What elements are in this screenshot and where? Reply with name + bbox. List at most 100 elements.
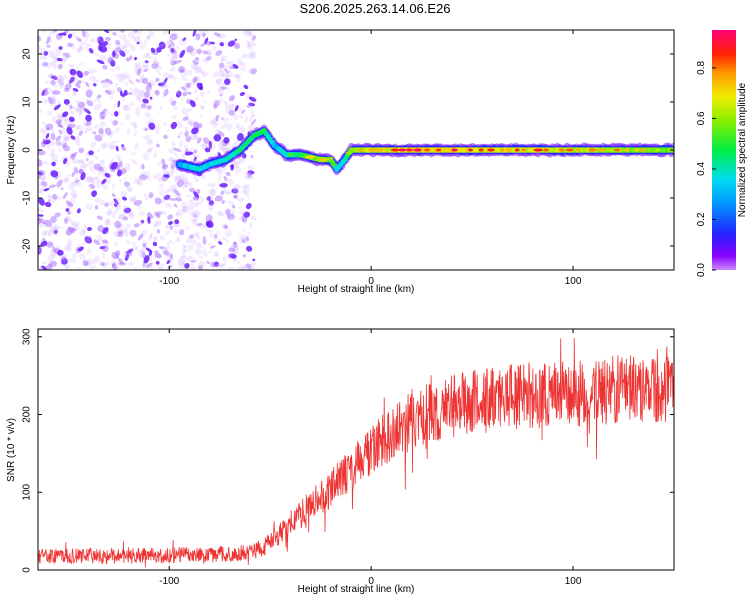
noise-blob xyxy=(76,103,84,112)
noise-blob xyxy=(173,178,181,184)
noise-blob xyxy=(172,33,179,41)
noise-blob xyxy=(210,261,217,268)
noise-blob xyxy=(83,108,91,114)
noise-blob xyxy=(78,110,82,118)
noise-blob xyxy=(191,217,198,226)
noise-blob xyxy=(63,158,68,165)
noise-blob xyxy=(96,96,102,104)
noise-blob xyxy=(65,200,74,207)
noise-blob xyxy=(50,249,56,257)
noise-blob xyxy=(170,49,177,55)
noise-blob xyxy=(122,72,131,79)
noise-blob xyxy=(133,61,141,69)
noise-blob xyxy=(198,260,206,267)
noise-blob xyxy=(115,40,121,46)
noise-blob xyxy=(60,256,67,263)
noise-blob xyxy=(180,154,187,159)
noise-blob xyxy=(169,156,175,162)
noise-blob xyxy=(179,173,186,181)
noise-blob xyxy=(129,102,134,107)
noise-blob xyxy=(158,177,163,183)
noise-blob xyxy=(250,154,254,159)
noise-blob xyxy=(245,203,252,210)
noise-blob xyxy=(63,136,69,141)
noise-blob xyxy=(49,229,54,235)
noise-blob xyxy=(115,250,121,258)
noise-blob xyxy=(147,176,151,181)
noise-blob xyxy=(221,122,228,129)
noise-blob xyxy=(123,207,132,214)
noise-blob xyxy=(217,143,225,151)
noise-blob xyxy=(71,227,77,232)
noise-blob xyxy=(152,241,158,247)
noise-blob xyxy=(78,79,85,84)
noise-blob xyxy=(115,73,119,78)
noise-blob xyxy=(141,163,145,170)
noise-blob xyxy=(74,135,81,142)
noise-blob xyxy=(133,56,138,61)
noise-blob xyxy=(97,36,104,45)
noise-blob xyxy=(84,71,90,76)
noise-blob xyxy=(95,181,102,188)
noise-blob xyxy=(133,68,139,74)
noise-blob xyxy=(149,139,154,145)
noise-blob xyxy=(243,236,250,244)
noise-blob xyxy=(142,243,147,248)
noise-blob xyxy=(91,190,98,197)
noise-blob xyxy=(159,246,165,250)
noise-blob xyxy=(133,223,140,228)
noise-blob xyxy=(201,249,208,257)
noise-blob xyxy=(175,212,180,217)
noise-blob xyxy=(117,87,122,93)
noise-blob xyxy=(97,36,101,41)
noise-blob xyxy=(250,118,257,126)
noise-blob xyxy=(139,164,143,170)
noise-blob xyxy=(159,235,166,241)
noise-blob xyxy=(102,252,106,260)
noise-blob xyxy=(40,181,48,187)
noise-blob xyxy=(188,135,193,140)
noise-blob xyxy=(60,115,69,122)
noise-blob xyxy=(193,63,199,70)
noise-blob xyxy=(168,43,175,50)
noise-blob xyxy=(58,75,65,81)
noise-blob xyxy=(234,165,241,174)
noise-blob xyxy=(166,251,173,258)
noise-blob xyxy=(105,178,111,184)
noise-blob xyxy=(43,229,51,236)
noise-blob xyxy=(189,211,195,218)
noise-blob xyxy=(129,195,137,203)
noise-blob xyxy=(224,191,231,196)
noise-blob xyxy=(43,98,48,104)
noise-blob xyxy=(94,175,100,183)
noise-blob xyxy=(49,97,56,104)
noise-blob xyxy=(182,85,188,92)
noise-blob xyxy=(181,249,187,255)
noise-blob xyxy=(125,163,131,171)
ridge-hotspot xyxy=(298,153,304,157)
noise-blob xyxy=(101,108,107,115)
noise-blob xyxy=(230,244,240,252)
noise-blob xyxy=(208,250,212,254)
noise-blob xyxy=(52,56,59,63)
noise-blob xyxy=(227,67,232,74)
noise-blob xyxy=(102,41,109,47)
noise-blob xyxy=(129,55,133,61)
noise-blob xyxy=(99,120,106,129)
noise-blob xyxy=(126,185,133,192)
noise-blob xyxy=(171,114,177,119)
noise-blob xyxy=(38,217,46,225)
noise-blob xyxy=(183,144,189,151)
noise-blob xyxy=(166,259,171,265)
noise-blob xyxy=(50,99,57,108)
noise-blob xyxy=(155,77,160,83)
noise-blob xyxy=(217,86,225,95)
noise-blob xyxy=(181,107,188,115)
noise-blob xyxy=(102,263,107,269)
noise-blob xyxy=(167,128,171,132)
noise-blob xyxy=(213,104,218,109)
noise-blob xyxy=(198,265,204,270)
noise-blob xyxy=(107,57,114,64)
noise-blob xyxy=(59,140,66,148)
bottom-plot-frame xyxy=(37,328,675,571)
